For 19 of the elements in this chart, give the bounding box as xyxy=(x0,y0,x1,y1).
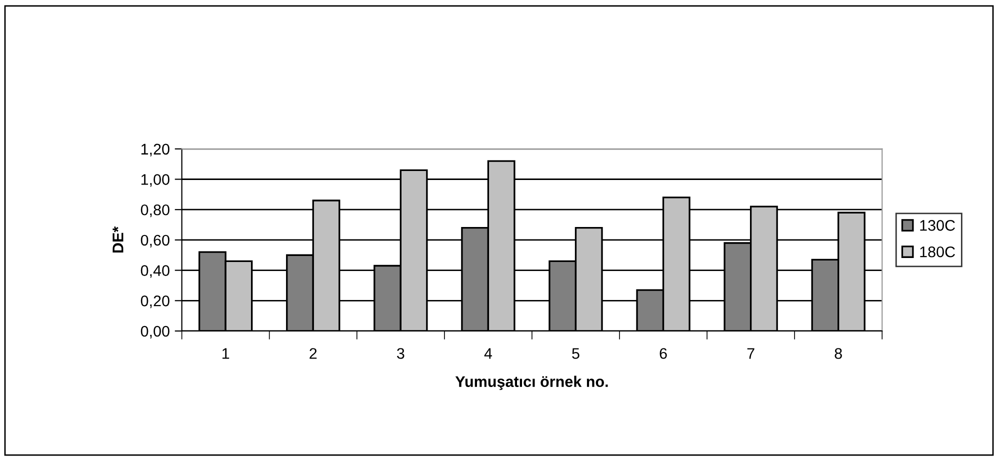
x-tick-label: 7 xyxy=(747,348,754,359)
legend-label: 180C xyxy=(920,246,955,258)
y-tick-label: 0,60 xyxy=(140,234,170,248)
x-tick-label: 8 xyxy=(834,348,842,359)
x-axis-title: Yumuşatıcı örnek no. xyxy=(455,376,608,390)
x-tick-label: 1 xyxy=(222,348,230,359)
x-tick-label: 6 xyxy=(660,348,667,359)
y-tick-label: 1,20 xyxy=(141,144,170,156)
x-tick-label: 3 xyxy=(396,348,404,359)
y-tick-label: 0,80 xyxy=(140,204,170,218)
legend-label: 130C xyxy=(920,220,955,231)
y-tick-label: 0,40 xyxy=(140,265,170,278)
y-tick-label: 1,00 xyxy=(141,174,170,187)
x-tick-label: 2 xyxy=(310,348,317,359)
x-tick-label: 5 xyxy=(572,348,580,359)
y-tick-label: 0,00 xyxy=(140,326,170,338)
y-axis-title: DE* xyxy=(112,226,124,253)
y-tick-label: 0,20 xyxy=(140,296,170,308)
x-tick-label: 4 xyxy=(484,348,492,359)
